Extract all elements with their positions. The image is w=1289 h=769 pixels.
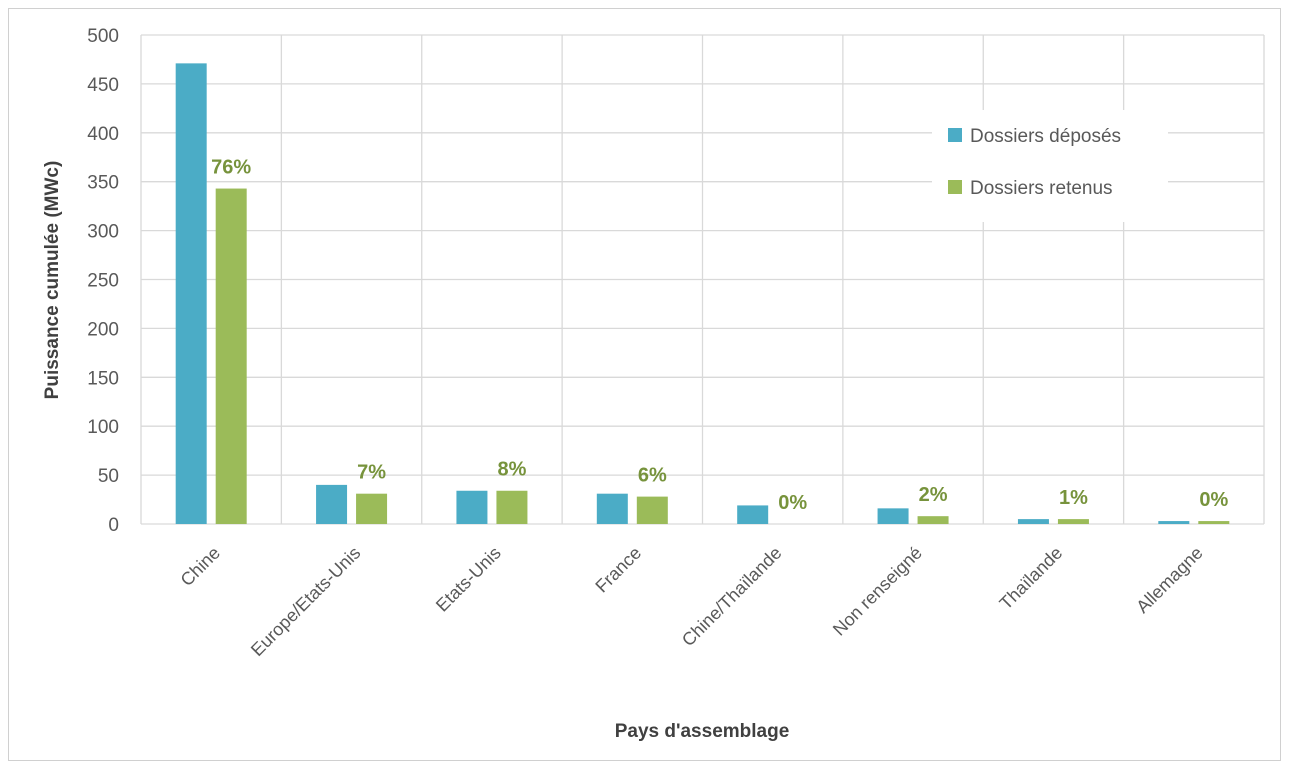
category-label: Thaïlande <box>996 543 1067 614</box>
data-label-retenus: 1% <box>1059 487 1088 509</box>
legend-swatch-deposes <box>948 128 962 142</box>
legend-label-retenus: Dossiers retenus <box>970 178 1113 199</box>
category-labels: Chine Europe/Etats-Unis Etats-Unis France Ch… <box>177 543 1207 660</box>
y-tick-label: 0 <box>108 515 119 536</box>
bar-retenus <box>356 493 388 524</box>
bar-retenus <box>215 188 247 524</box>
y-tick-label: 300 <box>87 222 119 243</box>
data-label-retenus: 76% <box>211 157 251 179</box>
data-label-retenus: 2% <box>919 484 948 506</box>
y-axis-ticks: 0 50 100 150 200 250 300 350 400 450 500 <box>87 26 119 536</box>
data-label-retenus: 0% <box>778 492 807 514</box>
y-tick-label: 50 <box>98 466 119 487</box>
bar-deposes <box>737 505 769 524</box>
bar-retenus <box>917 516 949 524</box>
bar-deposes <box>1158 521 1190 524</box>
y-tick-label: 150 <box>87 368 119 389</box>
category-label: Etats-Unis <box>432 543 505 616</box>
y-tick-label: 200 <box>87 319 119 340</box>
y-tick-label: 450 <box>87 75 119 96</box>
y-tick-label: 400 <box>87 124 119 145</box>
data-labels: 76% 7% 8% 6% 0% 2% 1% 0% <box>211 157 1228 514</box>
gridlines <box>140 34 1265 525</box>
y-tick-label: 500 <box>87 26 119 47</box>
bar-retenus <box>1057 519 1089 524</box>
x-axis-title: Pays d'assemblage <box>615 721 790 742</box>
category-label: Europe/Etats-Unis <box>247 543 364 660</box>
category-label: Non renseigné <box>829 543 926 640</box>
category-label: Chine/Thaïlande <box>678 543 786 651</box>
legend: Dossiers déposés Dossiers retenus <box>932 110 1168 222</box>
bar-deposes <box>316 484 348 524</box>
data-label-retenus: 6% <box>638 465 667 487</box>
category-label: France <box>591 543 645 597</box>
y-tick-label: 250 <box>87 271 119 292</box>
y-tick-label: 100 <box>87 417 119 438</box>
y-axis-title: Puissance cumulée (MWc) <box>42 161 63 400</box>
data-label-retenus: 8% <box>497 459 526 481</box>
legend-label-deposes: Dossiers déposés <box>970 126 1121 147</box>
bar-retenus <box>496 490 528 524</box>
bar-retenus <box>1198 521 1230 524</box>
category-label: Chine <box>177 543 224 590</box>
bar-deposes <box>596 493 628 524</box>
bar-deposes <box>1017 519 1049 524</box>
bar-deposes <box>175 63 207 524</box>
bars <box>175 63 1230 524</box>
legend-background <box>932 110 1168 222</box>
data-label-retenus: 7% <box>357 462 386 484</box>
category-label: Allemagne <box>1132 543 1206 617</box>
data-label-retenus: 0% <box>1199 489 1228 511</box>
bar-retenus <box>636 496 668 524</box>
legend-swatch-retenus <box>948 180 962 194</box>
y-tick-label: 350 <box>87 173 119 194</box>
bar-deposes <box>456 490 488 524</box>
bar-deposes <box>877 508 909 524</box>
